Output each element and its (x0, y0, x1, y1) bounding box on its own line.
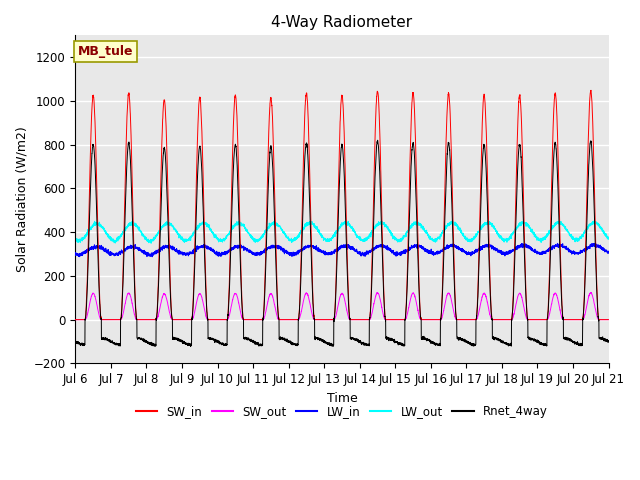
Rnet_4way (167, 306, 175, 312)
Text: MB_tule: MB_tule (78, 45, 134, 58)
SW_out (322, 317, 330, 323)
Line: SW_in: SW_in (76, 90, 609, 320)
LW_out (605, 237, 612, 242)
Rnet_4way (322, 339, 330, 345)
SW_in (605, 317, 612, 323)
SW_in (72, 317, 79, 323)
LW_out (432, 238, 440, 243)
Rnet_4way (605, 339, 612, 345)
SW_in (604, 317, 612, 323)
SW_in (461, 317, 469, 323)
Line: LW_out: LW_out (76, 221, 609, 243)
Rnet_4way (432, 342, 440, 348)
Rnet_4way (374, 137, 381, 143)
LW_out (322, 238, 330, 244)
LW_in (322, 250, 330, 255)
SW_in (432, 317, 440, 323)
LW_in (168, 243, 175, 249)
SW_out (604, 317, 612, 323)
SW_in (492, 317, 499, 323)
LW_out (492, 226, 499, 232)
LW_in (484, 240, 492, 246)
LW_out (72, 236, 79, 242)
LW_out (147, 240, 155, 246)
SW_in (322, 317, 330, 323)
SW_out (492, 317, 499, 323)
Rnet_4way (604, 339, 612, 345)
Title: 4-Way Radiometer: 4-Way Radiometer (271, 15, 413, 30)
LW_out (461, 235, 469, 241)
X-axis label: Time: Time (326, 392, 357, 405)
Legend: SW_in, SW_out, LW_in, LW_out, Rnet_4way: SW_in, SW_out, LW_in, LW_out, Rnet_4way (131, 401, 553, 423)
LW_in (605, 250, 612, 255)
SW_in (587, 87, 595, 93)
LW_in (492, 245, 499, 251)
LW_in (432, 251, 440, 257)
Line: LW_in: LW_in (76, 243, 609, 257)
SW_out (432, 317, 440, 323)
SW_out (605, 317, 612, 323)
Y-axis label: Solar Radiation (W/m2): Solar Radiation (W/m2) (15, 127, 28, 272)
LW_out (556, 218, 563, 224)
Rnet_4way (72, 337, 79, 343)
SW_out (167, 315, 175, 321)
LW_out (168, 223, 175, 229)
LW_in (461, 250, 469, 256)
LW_out (604, 234, 612, 240)
SW_in (167, 304, 175, 310)
Rnet_4way (187, 344, 195, 349)
Rnet_4way (461, 338, 469, 344)
Line: Rnet_4way: Rnet_4way (76, 140, 609, 347)
SW_out (373, 289, 381, 295)
Rnet_4way (492, 336, 499, 341)
LW_in (604, 250, 612, 256)
Line: SW_out: SW_out (76, 292, 609, 320)
SW_out (72, 317, 79, 323)
SW_out (461, 317, 469, 323)
LW_in (148, 254, 156, 260)
LW_in (72, 250, 79, 256)
